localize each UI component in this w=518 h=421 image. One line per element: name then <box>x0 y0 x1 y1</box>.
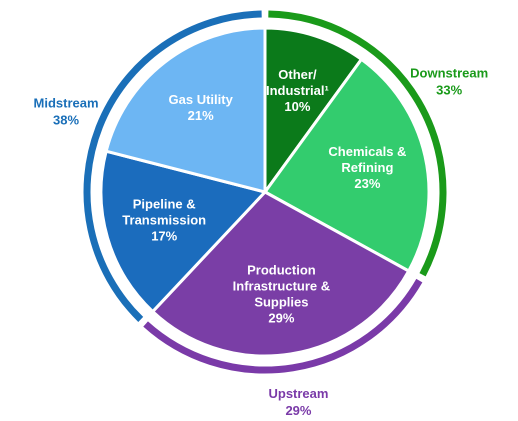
group-label: Midstream 38% <box>34 96 99 128</box>
slice-label-line: Infrastructure & <box>233 279 331 294</box>
slice-label-line: Gas Utility <box>169 93 234 108</box>
slice-label-line: Industrial¹ <box>266 84 329 99</box>
slice-label-line: Other/ <box>278 68 317 83</box>
slice-label: Chemicals & Refining 23% <box>328 145 406 192</box>
slice-label-line: 10% <box>284 100 310 115</box>
slice-label-line: 21% <box>188 109 214 124</box>
group-ring <box>143 278 423 374</box>
pie-slice <box>99 149 268 314</box>
slice-label-line: 17% <box>151 229 177 244</box>
pie-slice <box>150 190 411 358</box>
pie-slice <box>263 26 364 197</box>
slice-label: Gas Utility 21% <box>169 93 234 124</box>
pie-slice <box>262 57 431 274</box>
slice-label: Production Infrastructure & Supplies 29% <box>233 263 331 326</box>
group-label-line: Downstream <box>410 66 488 81</box>
slice-label: Pipeline & Transmission 17% <box>122 197 206 244</box>
group-label-line: Midstream <box>34 96 99 111</box>
slice-label-line: Pipeline & <box>133 197 196 212</box>
group-label: Upstream 29% <box>268 386 328 418</box>
group-ring <box>83 10 262 322</box>
slice-label-line: Transmission <box>122 213 206 228</box>
group-ring <box>268 10 447 277</box>
group-label-line: 33% <box>436 83 462 98</box>
group-label-line: Upstream <box>268 386 328 401</box>
slice-label-line: Supplies <box>254 295 308 310</box>
slice-label-line: Chemicals & <box>328 145 406 160</box>
slice-label: Other/Industrial¹ 10% <box>266 68 329 115</box>
slice-label-line: Refining <box>341 161 393 176</box>
slice-label-line: Production <box>247 263 316 278</box>
pie-slice <box>104 26 267 194</box>
group-label-line: 29% <box>285 403 311 418</box>
group-label: Downstream 33% <box>410 66 488 98</box>
slice-label-line: 29% <box>268 311 294 326</box>
slice-label-line: 23% <box>354 177 380 192</box>
group-label-line: 38% <box>53 113 79 128</box>
